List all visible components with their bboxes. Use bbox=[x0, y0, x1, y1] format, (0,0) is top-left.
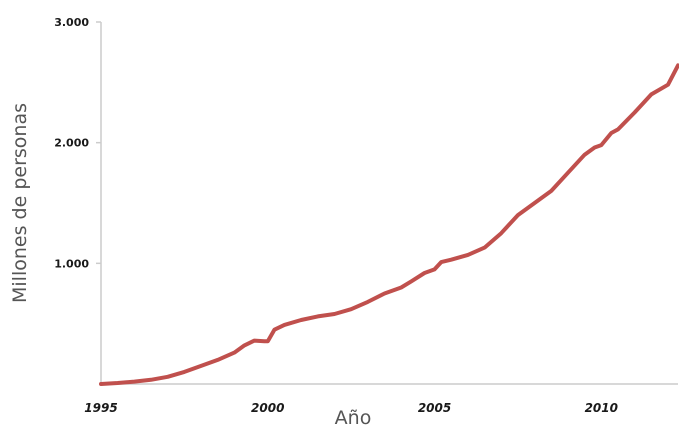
y-axis-title: Millones de personas bbox=[9, 103, 31, 303]
y-tick-label: 1.000 bbox=[54, 257, 89, 270]
x-tick-label: 1995 bbox=[84, 401, 117, 415]
y-tick-label: 3.000 bbox=[54, 16, 89, 29]
y-tick-label: 2.000 bbox=[54, 137, 89, 150]
y-tick-group: 1.000 2.000 3.000 bbox=[54, 16, 101, 270]
series-line bbox=[99, 63, 679, 386]
x-tick-label: 2005 bbox=[418, 401, 451, 415]
x-axis-title: Año bbox=[335, 407, 372, 428]
x-tick-label: 2010 bbox=[585, 401, 618, 415]
x-tick-label: 2000 bbox=[251, 401, 284, 415]
x-tick-group: 1995 2000 2005 2010 bbox=[84, 401, 618, 415]
